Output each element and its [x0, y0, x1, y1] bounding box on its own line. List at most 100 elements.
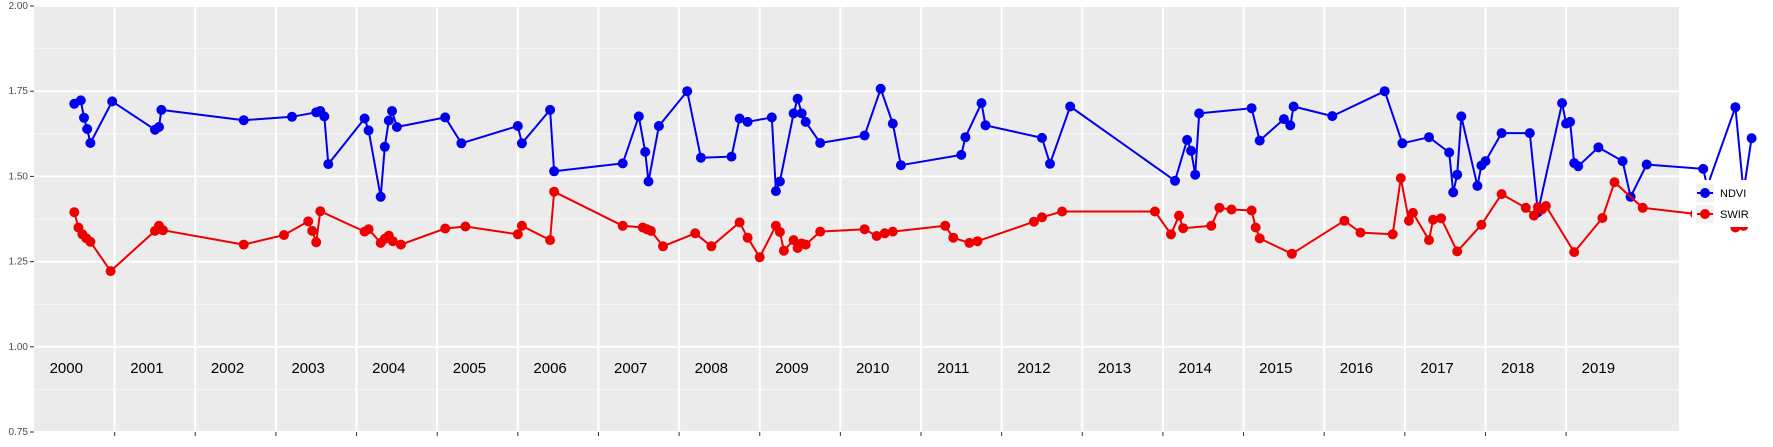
- ndvi-point: [1480, 156, 1491, 167]
- ndvi-point: [640, 146, 651, 157]
- ndvi-point: [815, 138, 826, 148]
- swir-point: [1206, 220, 1217, 231]
- y-tick-label: 1.25: [9, 257, 29, 268]
- ndvi-point: [682, 86, 693, 97]
- year-label: 2002: [211, 360, 244, 377]
- swir-point: [815, 226, 826, 237]
- swir-point: [158, 225, 168, 236]
- ndvi-point: [726, 151, 737, 162]
- ndvi-point: [1472, 180, 1483, 191]
- swir-point: [1037, 212, 1047, 223]
- ndvi-point: [617, 158, 628, 169]
- year-label: 2001: [130, 360, 163, 377]
- swir-point: [363, 224, 374, 235]
- swir-point: [1246, 205, 1257, 216]
- ndvi-point: [1065, 101, 1076, 112]
- ndvi-point: [1452, 169, 1463, 180]
- ndvi-point: [1496, 128, 1507, 139]
- swir-point: [1428, 214, 1439, 225]
- swir-point: [238, 239, 249, 250]
- ndvi-point: [154, 122, 164, 132]
- swir-point: [512, 229, 523, 240]
- swir-point: [303, 216, 314, 227]
- ndvi-point: [107, 96, 118, 107]
- swir-point: [788, 235, 799, 246]
- ndvi-point: [1557, 98, 1568, 109]
- ndvi-point: [387, 106, 397, 116]
- ndvi-point: [549, 166, 560, 177]
- legend: NDVI SWIR: [1692, 180, 1768, 227]
- swir-point: [387, 236, 398, 247]
- y-tick-label: 1.00: [9, 342, 29, 353]
- ndvi-point: [379, 141, 390, 152]
- ndvi-point: [1641, 159, 1652, 170]
- y-tick-label: 1.75: [9, 86, 29, 97]
- swir-point: [1540, 201, 1551, 211]
- swir-point: [972, 236, 983, 247]
- ndvi-point: [375, 191, 386, 202]
- ndvi-point: [770, 186, 781, 197]
- ndvi-point: [980, 120, 991, 131]
- ndvi-point: [792, 93, 803, 104]
- swir-point: [734, 217, 745, 228]
- year-label: 2013: [1098, 360, 1131, 377]
- swir-point: [1476, 219, 1487, 230]
- swir-point: [105, 266, 116, 277]
- ndvi-point: [774, 176, 785, 187]
- swir-point: [1149, 206, 1160, 217]
- ndvi-point: [1593, 142, 1604, 153]
- y-tick-label: 0.75: [9, 427, 29, 438]
- swir-point: [1057, 206, 1068, 217]
- ndvi-point: [1246, 103, 1257, 114]
- swir-point: [1387, 229, 1398, 240]
- swir-point: [1028, 216, 1039, 227]
- ndvi-point: [1194, 108, 1205, 119]
- ndvi-point: [1190, 169, 1201, 180]
- y-tick-label: 1.50: [9, 171, 29, 182]
- ndvi-point: [1448, 187, 1459, 198]
- swir-point: [1174, 210, 1184, 221]
- swir-point: [1254, 233, 1265, 244]
- year-label: 2017: [1420, 360, 1453, 377]
- ndvi-point: [363, 125, 374, 136]
- swir-point: [1250, 222, 1261, 233]
- swir-point: [1637, 202, 1648, 213]
- ndvi-point: [1037, 132, 1047, 143]
- swir-point: [617, 220, 628, 231]
- swir-point: [1286, 248, 1297, 259]
- year-label: 2008: [695, 360, 728, 377]
- swir-point: [887, 226, 898, 237]
- ndvi-point: [1379, 86, 1390, 97]
- ndvi-point: [1746, 133, 1757, 144]
- swir-point: [690, 228, 701, 239]
- ndvi-point: [788, 108, 799, 119]
- ndvi-point: [742, 116, 753, 127]
- ndvi-point: [1573, 161, 1584, 172]
- ndvi-point: [1170, 175, 1180, 186]
- ndvi-point: [796, 108, 807, 119]
- y-axis: 0.75 1.00 1.25 1.50 1.75 2.00: [9, 1, 34, 438]
- year-label: 2004: [372, 360, 405, 377]
- ndvi-point: [383, 115, 394, 126]
- ndvi-point: [75, 95, 86, 106]
- year-label: 2003: [291, 360, 324, 377]
- swir-point: [859, 224, 870, 235]
- year-label: 2016: [1340, 360, 1373, 377]
- ndvi-point: [695, 152, 706, 163]
- ndvi-point: [359, 113, 370, 124]
- ndvi-point: [1565, 116, 1576, 127]
- ndvi-point: [643, 176, 654, 187]
- ndvi-point: [1397, 138, 1408, 149]
- ndvi-point: [516, 138, 527, 149]
- year-label: 2019: [1582, 360, 1615, 377]
- swir-point: [549, 186, 560, 197]
- ndvi-point: [633, 111, 644, 122]
- ndvi-point: [1456, 111, 1467, 122]
- ndvi-point: [1045, 158, 1055, 169]
- swir-point: [1166, 229, 1176, 240]
- year-label: 2000: [50, 360, 83, 377]
- year-label: 2018: [1501, 360, 1534, 377]
- ndvi-point: [323, 159, 334, 170]
- ndvi-point: [1327, 111, 1338, 122]
- year-label: 2011: [937, 360, 969, 377]
